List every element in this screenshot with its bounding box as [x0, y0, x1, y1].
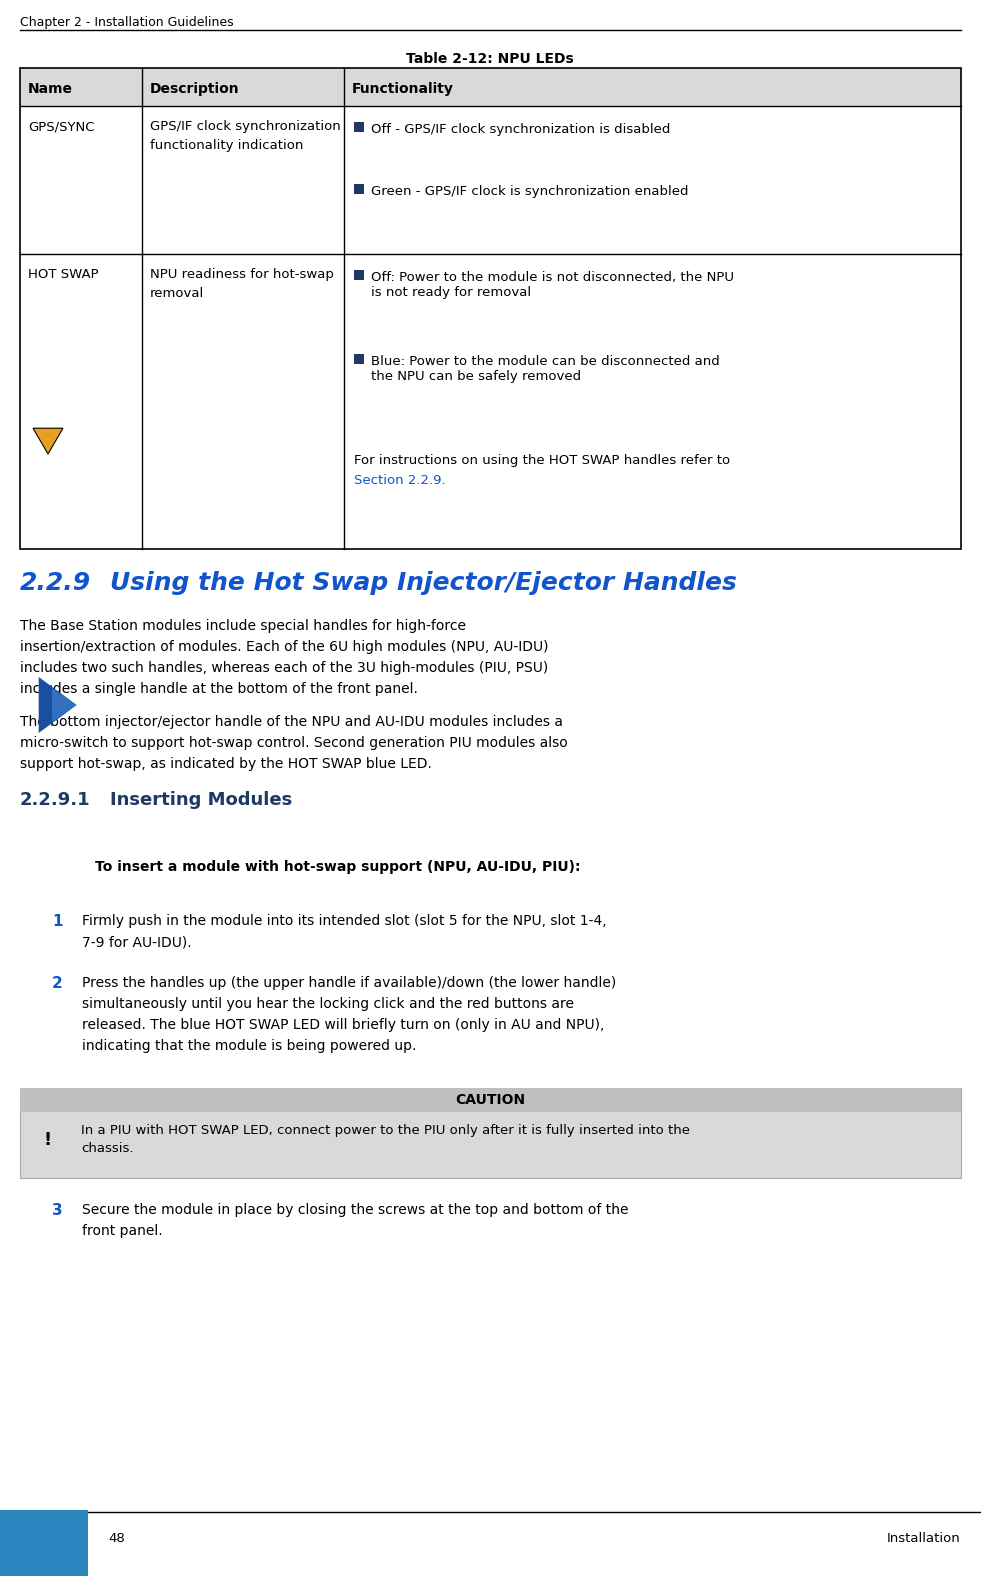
Text: GPS/SYNC: GPS/SYNC — [28, 120, 94, 132]
Text: Chapter 2 - Installation Guidelines: Chapter 2 - Installation Guidelines — [20, 16, 233, 28]
Text: NPU readiness for hot-swap
removal: NPU readiness for hot-swap removal — [150, 268, 334, 299]
Text: GPS/IF clock synchronization
functionality indication: GPS/IF clock synchronization functionali… — [150, 120, 340, 151]
Text: CAUTION: CAUTION — [455, 1094, 526, 1106]
Text: 48: 48 — [108, 1532, 125, 1544]
Bar — [20, 68, 961, 106]
Text: 2.2.9.1: 2.2.9.1 — [20, 791, 90, 808]
Bar — [354, 121, 364, 132]
Text: HOT SWAP: HOT SWAP — [28, 268, 99, 281]
Polygon shape — [33, 429, 63, 454]
Text: The Base Station modules include special handles for high-force
insertion/extrac: The Base Station modules include special… — [20, 619, 548, 697]
Text: Section 2.2.9.: Section 2.2.9. — [354, 474, 445, 487]
Text: Description: Description — [150, 82, 239, 96]
Bar — [354, 184, 364, 194]
Bar — [0, 1510, 88, 1576]
Text: Name: Name — [28, 82, 73, 96]
Text: For instructions on using the HOT SWAP handles refer to: For instructions on using the HOT SWAP h… — [354, 454, 730, 466]
Text: !: ! — [44, 1132, 52, 1149]
Text: 2.2.9: 2.2.9 — [20, 571, 91, 596]
Text: To insert a module with hot-swap support (NPU, AU-IDU, PIU):: To insert a module with hot-swap support… — [95, 860, 580, 875]
Text: The bottom injector/ejector handle of the NPU and AU-IDU modules includes a
micr: The bottom injector/ejector handle of th… — [20, 716, 568, 771]
Bar — [20, 68, 961, 548]
Polygon shape — [52, 689, 77, 722]
Text: Functionality: Functionality — [352, 82, 454, 96]
Text: Green - GPS/IF clock is synchronization enabled: Green - GPS/IF clock is synchronization … — [371, 184, 689, 199]
Text: 1: 1 — [52, 914, 63, 928]
Text: Blue: Power to the module can be disconnected and
the NPU can be safely removed: Blue: Power to the module can be disconn… — [371, 355, 720, 383]
Text: Firmly push in the module into its intended slot (slot 5 for the NPU, slot 1-4,
: Firmly push in the module into its inten… — [82, 914, 606, 949]
Bar — [354, 355, 364, 364]
Text: Off - GPS/IF clock synchronization is disabled: Off - GPS/IF clock synchronization is di… — [371, 123, 670, 136]
Text: In a PIU with HOT SWAP LED, connect power to the PIU only after it is fully inse: In a PIU with HOT SWAP LED, connect powe… — [81, 1124, 690, 1155]
Text: Inserting Modules: Inserting Modules — [110, 791, 292, 808]
Bar — [20, 1087, 961, 1113]
Text: 3: 3 — [52, 1202, 63, 1218]
Text: Using the Hot Swap Injector/Ejector Handles: Using the Hot Swap Injector/Ejector Hand… — [110, 571, 737, 596]
Text: Secure the module in place by closing the screws at the top and bottom of the
fr: Secure the module in place by closing th… — [82, 1202, 629, 1239]
Text: Press the handles up (the upper handle if available)/down (the lower handle)
sim: Press the handles up (the upper handle i… — [82, 976, 616, 1053]
Text: Off: Power to the module is not disconnected, the NPU
is not ready for removal: Off: Power to the module is not disconne… — [371, 271, 734, 299]
Text: 2: 2 — [52, 976, 63, 991]
Polygon shape — [38, 678, 77, 733]
Bar — [20, 1087, 961, 1177]
Text: Installation: Installation — [887, 1532, 961, 1544]
Text: Table 2-12: NPU LEDs: Table 2-12: NPU LEDs — [406, 52, 574, 66]
Bar — [354, 269, 364, 281]
